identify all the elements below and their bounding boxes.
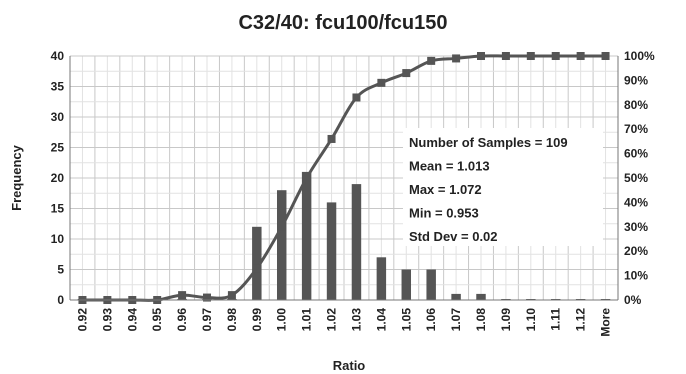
x-tick-label: 0.93	[100, 308, 114, 332]
stats-line: Min = 0.953	[409, 206, 479, 221]
x-axis-title: Ratio	[333, 358, 366, 373]
y-tick-label: 15	[51, 202, 65, 216]
line-marker-1.03	[352, 93, 361, 102]
line-marker-1.08	[477, 52, 485, 60]
stats-line: Std Dev = 0.02	[409, 229, 498, 244]
x-tick-label: 1.10	[524, 308, 538, 332]
stats-line: Max = 1.072	[409, 182, 482, 197]
x-tick-label: 0.98	[225, 308, 239, 332]
y2-tick-label: 50%	[624, 171, 648, 185]
x-tick-label: 1.00	[275, 308, 289, 332]
line-marker-0.96	[178, 291, 187, 300]
x-tick-label: 1.02	[325, 308, 339, 332]
x-tick-label: 1.05	[399, 308, 413, 332]
line-marker-0.98	[227, 291, 236, 300]
bar-1.06	[426, 269, 436, 300]
x-tick-label: 0.95	[150, 308, 164, 332]
grid	[69, 55, 619, 301]
y2-tick-label: 80%	[624, 98, 648, 112]
y-tick-label: 25	[51, 141, 65, 155]
y-tick-label: 0	[57, 293, 64, 307]
y2-tick-label: 90%	[624, 73, 648, 87]
chart-title: C32/40: fcu100/fcu150	[238, 12, 447, 34]
y-tick-label: 35	[51, 80, 65, 94]
y-tick-label: 20	[51, 171, 65, 185]
cumulative-line	[82, 54, 606, 302]
bar-1.02	[326, 202, 337, 300]
bar-1.00	[276, 190, 287, 300]
bar-1.07	[451, 293, 461, 300]
line-marker-1.04	[377, 78, 386, 87]
line-marker-1.09	[501, 52, 510, 60]
x-tick-label: 1.01	[300, 308, 314, 332]
x-tick-label: 1.09	[499, 308, 513, 332]
line-marker-1.05	[402, 69, 411, 78]
x-tick-label: 1.11	[549, 308, 563, 331]
axes: 0 5 10 15 20 25 30 35 40 0% 10% 20% 30% 40% 50% 60% 70% 8…	[51, 49, 655, 337]
bar-1.01	[301, 171, 312, 300]
stats-annotation: Number of Samples = 109 Mean = 1.013 Max =…	[403, 128, 603, 246]
y-tick-label: 5	[57, 263, 64, 277]
line-marker-1.10	[526, 52, 535, 60]
bar-1.04	[376, 257, 387, 300]
x-tick-label: 1.03	[349, 308, 363, 332]
line-marker-1.12	[576, 52, 585, 60]
y2-tick-label: 10%	[624, 269, 648, 283]
x-tick-label: 0.99	[250, 308, 264, 332]
x-tick-label: 0.97	[200, 308, 214, 332]
x-tick-label: 1.04	[374, 308, 388, 332]
y2-tick-label: 40%	[624, 195, 648, 209]
y2-tick-label: 60%	[624, 147, 648, 161]
line-marker-0.99	[252, 264, 261, 273]
bar-1.08	[476, 293, 486, 300]
line-marker-1.06	[427, 56, 436, 65]
y2-tick-label: 20%	[624, 244, 648, 258]
x-tick-label: 0.94	[125, 308, 139, 332]
x-tick-label: 1.06	[424, 308, 438, 332]
x-tick-label: 1.07	[449, 308, 463, 332]
y-tick-label: 10	[51, 232, 65, 246]
y2-tick-label: 30%	[624, 220, 648, 234]
x-tick-label: More	[599, 308, 613, 337]
x-tick-label: 1.12	[574, 308, 588, 332]
stats-line: Mean = 1.013	[409, 159, 490, 174]
bar-1.05	[401, 269, 412, 300]
line-marker-1.01	[302, 174, 311, 182]
line-marker-1.11	[551, 52, 560, 60]
bar-0.99	[252, 226, 262, 300]
stats-line: Number of Samples = 109	[409, 135, 568, 150]
line-marker-1.07	[452, 54, 461, 63]
x-tick-label: 1.08	[474, 308, 488, 332]
line-marker-1.00	[277, 222, 286, 231]
y-axis-title: Frequency	[9, 144, 24, 211]
line-marker-More	[601, 52, 610, 60]
y-tick-label: 40	[51, 49, 65, 63]
y2-tick-label: 70%	[624, 122, 648, 136]
bar-1.03	[351, 184, 362, 300]
y2-tick-label: 0%	[624, 293, 642, 307]
line-marker-0.97	[203, 293, 211, 302]
x-tick-label: 0.96	[175, 308, 189, 332]
y2-tick-label: 100%	[624, 49, 655, 63]
y-tick-label: 30	[51, 110, 65, 124]
line-marker-1.02	[327, 134, 336, 143]
x-tick-label: 0.92	[75, 308, 89, 332]
